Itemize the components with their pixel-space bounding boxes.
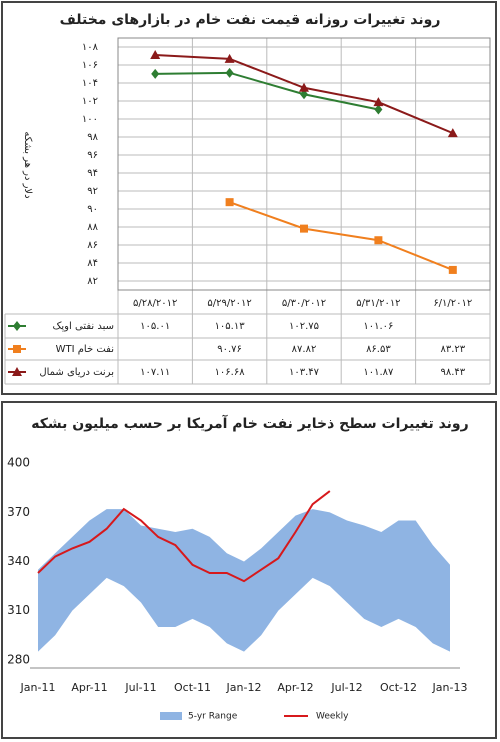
y-tick-label: ۹۲ (87, 186, 98, 197)
y-tick-label: ۹۴ (87, 168, 98, 179)
x-tick-label: Apr-12 (277, 681, 313, 694)
marker (150, 50, 161, 60)
weekly-line (37, 490, 331, 583)
data-label: ۹۸.۴۳ (440, 367, 465, 378)
legend-label: سبد نفتی اوپک (52, 321, 114, 332)
chart-title: روند تغییرات سطح ذخایر نفت خام آمریکا بر… (31, 414, 468, 432)
legend-label: WTI نفت خام (56, 344, 114, 355)
marker (299, 82, 309, 92)
legend-swatch (160, 712, 182, 720)
data-label: ۱۰۵.۰۱ (140, 321, 170, 332)
y-tick-label: 310 (7, 603, 30, 617)
y-tick-label: ۱۰۴ (82, 78, 98, 89)
legend-label: 5-yr Range (188, 712, 238, 722)
series-line (155, 71, 379, 111)
plot-frame (117, 37, 491, 291)
y-tick-label: 280 (7, 652, 30, 666)
data-label: ۱۰۷.۱۱ (140, 367, 170, 378)
marker (374, 236, 383, 245)
marker (448, 265, 457, 274)
data-label: ۱۰۳.۴۷ (289, 367, 320, 378)
x-tick-label: Jul-11 (124, 681, 156, 694)
y-tick-label: 400 (7, 456, 30, 470)
y-tick-label: ۱۰۲ (82, 96, 98, 107)
x-tick-label: Oct-12 (380, 681, 417, 694)
marker (300, 224, 308, 233)
marker (447, 128, 458, 138)
y-tick-label: 340 (7, 554, 30, 568)
legend-label: برنت دریای شمال (39, 367, 114, 378)
data-label: ۸۶.۵۳ (366, 344, 391, 355)
x-tick-label: ۵/۳۰/۲۰۱۲ (282, 298, 326, 309)
series-line (229, 201, 454, 271)
x-tick-label: Jan-12 (226, 681, 262, 694)
y-tick-label: ۹۶ (87, 150, 98, 161)
y-tick-label: ۱۰۸ (82, 42, 99, 53)
data-label: ۸۳.۲۳ (440, 344, 465, 355)
marker (224, 53, 235, 63)
y-tick-label: ۸۸ (87, 222, 98, 233)
x-tick-label: ۵/۳۱/۲۰۱۲ (356, 298, 400, 309)
marker (13, 321, 21, 331)
y-tick-label: 370 (7, 505, 30, 519)
y-tick-label: ۱۰۰ (82, 114, 98, 125)
y-tick-label: ۸۴ (87, 258, 98, 269)
data-label: ۱۰۲.۷۵ (289, 321, 319, 332)
data-label: ۸۷.۸۲ (292, 344, 317, 355)
y-axis-label: دلار در هر بشکه (22, 131, 33, 198)
legend-label: Weekly (316, 712, 349, 722)
y-tick-label: ۹۰ (87, 204, 98, 215)
x-tick-label: Jul-12 (330, 681, 362, 694)
marker (225, 198, 234, 207)
marker (373, 97, 384, 107)
y-tick-label: ۹۸ (87, 132, 98, 143)
chart-title: روند تغییرات روزانه قیمت نفت خام در بازا… (60, 12, 441, 28)
marker (225, 67, 234, 78)
x-tick-label: Apr-11 (71, 681, 107, 694)
x-tick-label: ۶/۱/۲۰۱۲ (433, 298, 472, 309)
panel-frame (1, 401, 497, 739)
marker (12, 367, 22, 376)
y-tick-label: ۸۲ (87, 276, 98, 287)
data-label: ۱۰۱.۰۶ (363, 321, 393, 332)
panel-frame (1, 1, 497, 395)
x-tick-label: Jan-13 (432, 681, 468, 694)
y-tick-label: ۱۰۶ (82, 60, 98, 71)
x-tick-label: Oct-11 (174, 681, 211, 694)
data-label: ۱۰۱.۸۷ (363, 367, 394, 378)
x-tick-label: ۵/۲۹/۲۰۱۲ (207, 298, 251, 309)
x-tick-label: ۵/۲۸/۲۰۱۲ (133, 298, 177, 309)
marker (151, 68, 160, 79)
data-label: ۹۰.۷۶ (217, 344, 242, 355)
marker (13, 345, 21, 353)
marker (374, 104, 383, 115)
y-tick-label: ۸۶ (87, 240, 98, 251)
x-tick-label: Jan-11 (20, 681, 56, 694)
data-label: ۱۰۶.۶۸ (215, 367, 246, 378)
data-label: ۱۰۵.۱۳ (215, 321, 246, 332)
